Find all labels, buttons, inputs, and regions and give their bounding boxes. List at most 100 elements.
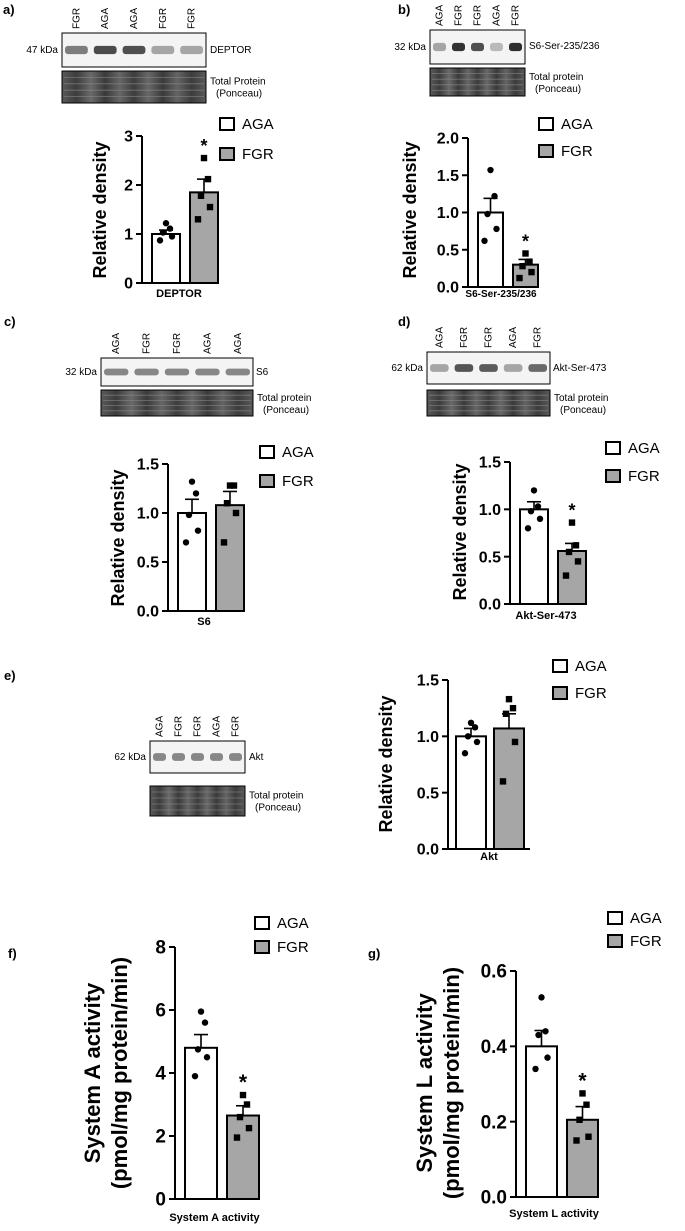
panel-label: d) bbox=[398, 314, 410, 329]
panel-d: d) AGA FGR FGR AGA FGR 62 kDa Akt-Ser-473 Total … bbox=[391, 314, 660, 622]
data-point bbox=[491, 192, 498, 200]
x-axis-label: S6-Ser-235/236 bbox=[465, 289, 537, 300]
blot-target-label: S6-Ser-235/236 bbox=[529, 41, 600, 52]
data-point bbox=[536, 515, 544, 522]
data-point bbox=[201, 1019, 209, 1026]
data-point bbox=[191, 1072, 199, 1080]
y-tick-label: 0.6 bbox=[481, 962, 507, 983]
panel-label: f) bbox=[8, 946, 17, 961]
lane-label: FGR bbox=[459, 327, 470, 348]
protein-band bbox=[225, 368, 250, 376]
significance-star: * bbox=[239, 1071, 248, 1094]
data-point bbox=[197, 1008, 205, 1015]
y-tick-label: 0.0 bbox=[437, 280, 459, 297]
y-tick-label: 4 bbox=[155, 1064, 166, 1085]
lane-label: FGR bbox=[473, 5, 484, 26]
aga-bar bbox=[477, 211, 504, 288]
protein-band bbox=[93, 45, 117, 55]
data-point bbox=[487, 166, 494, 174]
aga-bar bbox=[525, 1045, 558, 1199]
y-tick-label: 0.0 bbox=[137, 604, 159, 621]
legend-fgr-label: FGR bbox=[282, 473, 314, 490]
data-point bbox=[162, 220, 170, 227]
data-point bbox=[220, 539, 228, 546]
x-axis-label: Akt bbox=[480, 851, 498, 863]
protein-band bbox=[452, 42, 465, 52]
ponceau-label: Total Protein bbox=[210, 76, 266, 87]
data-point bbox=[194, 1046, 202, 1053]
data-point bbox=[156, 237, 164, 244]
data-point bbox=[511, 738, 519, 746]
lane-label: FGR bbox=[454, 5, 465, 26]
ponceau-label: Total protein bbox=[529, 72, 583, 83]
data-point bbox=[182, 539, 190, 546]
data-point bbox=[502, 710, 510, 717]
y-tick-label: 1 bbox=[124, 227, 133, 244]
panel-e: e) AGA FGR FGR AGA FGR 62 kDa Akt Total protein(… bbox=[4, 658, 607, 863]
data-point bbox=[185, 511, 193, 519]
data-point bbox=[528, 268, 535, 276]
blot-target-label: Akt-Ser-473 bbox=[553, 363, 607, 374]
data-point bbox=[522, 250, 529, 257]
lane-label: FGR bbox=[193, 716, 204, 737]
kda-label: 62 kDa bbox=[114, 752, 146, 763]
protein-band bbox=[134, 368, 159, 376]
protein-band bbox=[151, 45, 175, 55]
legend-aga-swatch bbox=[219, 117, 235, 131]
y-tick-label: 1.0 bbox=[479, 502, 501, 519]
ponceau-label: (Ponceau) bbox=[263, 405, 309, 416]
data-point bbox=[232, 509, 240, 517]
y-tick-label: 2 bbox=[124, 178, 133, 195]
lane-label: FGR bbox=[158, 8, 169, 29]
lane-label: FGR bbox=[511, 5, 522, 26]
blot-target-label: S6 bbox=[256, 367, 269, 378]
y-axis-title: System A activity bbox=[80, 982, 105, 1163]
y-tick-label: 8 bbox=[155, 938, 166, 959]
protein-band bbox=[65, 45, 88, 55]
legend-aga-swatch bbox=[607, 911, 623, 925]
kda-label: 32 kDa bbox=[65, 367, 97, 378]
significance-star: * bbox=[200, 136, 207, 156]
legend-aga-swatch bbox=[259, 445, 275, 459]
fgr-bar bbox=[226, 1114, 260, 1201]
y-axis-title: Relative density bbox=[376, 695, 396, 832]
legend-aga-label: AGA bbox=[282, 444, 314, 461]
ponceau-label: (Ponceau) bbox=[216, 88, 262, 99]
data-point bbox=[516, 274, 523, 282]
protein-band bbox=[210, 753, 223, 761]
data-point bbox=[499, 778, 507, 785]
protein-band bbox=[471, 42, 484, 52]
legend-aga-label: AGA bbox=[628, 440, 660, 457]
y-tick-label: 0.2 bbox=[481, 1112, 507, 1133]
y-tick-label: 0 bbox=[124, 276, 133, 293]
protein-band bbox=[122, 45, 146, 55]
data-point bbox=[542, 1028, 549, 1035]
y-tick-label: 0.4 bbox=[481, 1037, 508, 1058]
data-point bbox=[535, 1031, 542, 1039]
y-axis-title: Relative density bbox=[400, 141, 420, 278]
data-point bbox=[204, 175, 212, 183]
data-point bbox=[526, 258, 533, 265]
protein-band bbox=[454, 364, 474, 372]
data-point bbox=[239, 1091, 247, 1099]
legend-fgr-label: FGR bbox=[277, 939, 309, 956]
y-axis-title: Relative density bbox=[90, 141, 110, 278]
panel-a: a) FGR AGA AGA FGR FGR 47 kDa DEPTOR Total Prote… bbox=[3, 2, 274, 300]
data-point bbox=[505, 695, 513, 703]
ponceau-label: (Ponceau) bbox=[560, 405, 606, 416]
data-point bbox=[576, 1116, 583, 1123]
kda-label: 47 kDa bbox=[26, 45, 58, 56]
ponceau-stain bbox=[149, 785, 246, 817]
data-point bbox=[168, 233, 176, 240]
protein-band bbox=[509, 42, 522, 52]
lane-label: AGA bbox=[492, 5, 503, 26]
ponceau-stain bbox=[426, 389, 551, 417]
protein-band bbox=[503, 364, 523, 372]
protein-band bbox=[180, 45, 203, 55]
protein-band bbox=[195, 368, 220, 376]
data-point bbox=[484, 210, 491, 218]
ponceau-stain bbox=[429, 67, 526, 97]
data-point bbox=[230, 482, 238, 489]
lane-label: FGR bbox=[484, 327, 495, 348]
significance-star: * bbox=[578, 1069, 587, 1092]
